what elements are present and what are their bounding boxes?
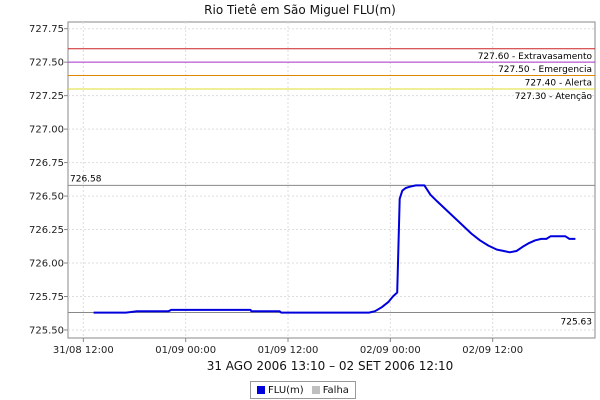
x-tick-label: 02/09 12:00 (462, 345, 523, 356)
chart-subtitle: 31 AGO 2006 13:10 – 02 SET 2006 12:10 (207, 359, 454, 373)
y-tick-label: 726.75 (29, 158, 64, 169)
threshold-label: 727.60 - Extravasamento (478, 52, 593, 62)
legend-swatch-flu (257, 386, 265, 394)
x-tick-label: 01/09 12:00 (258, 345, 319, 356)
legend: FLU(m) Falha (250, 381, 356, 399)
y-tick-label: 725.75 (29, 292, 64, 303)
y-tick-label: 726.50 (29, 192, 64, 203)
legend-label-flu: FLU(m) (268, 384, 304, 396)
grid-layer (68, 22, 595, 338)
x-tick-label: 02/09 00:00 (360, 345, 421, 356)
extreme-label: 725.63 (561, 318, 593, 328)
y-tick-label: 727.50 (29, 58, 64, 69)
x-tick-label: 01/09 00:00 (155, 345, 216, 356)
y-tick-label: 727.00 (29, 125, 64, 136)
series-layer (93, 184, 576, 314)
legend-swatch-falha (311, 386, 320, 394)
x-tick-label: 31/08 12:00 (53, 345, 114, 356)
legend-label-falha: Falha (322, 384, 349, 396)
series-line (93, 184, 576, 314)
y-tick-label: 726.00 (29, 259, 64, 270)
threshold-label: 727.40 - Alerta (525, 79, 592, 89)
y-tick-label: 727.25 (29, 91, 64, 102)
reference-lines: 727.60 - Extravasamento 727.50 - Emergenc… (68, 48, 595, 328)
chart-title: Rio Tietê em São Miguel FLU(m) (204, 3, 396, 17)
threshold-label: 727.30 - Atenção (515, 92, 593, 102)
y-tick-label: 725.50 (29, 325, 64, 336)
plot-area (67, 21, 596, 339)
legend-item-flu: FLU(m) (257, 385, 304, 396)
y-axis: 725.50 725.75 726.00 726.25 726.50 726.75 727.… (29, 24, 68, 336)
threshold-label: 727.50 - Emergencia (498, 65, 592, 75)
y-tick-label: 727.75 (29, 24, 64, 35)
legend-item-falha: Falha (311, 384, 349, 396)
extreme-label: 726.58 (70, 174, 102, 184)
y-tick-label: 726.25 (29, 225, 64, 236)
x-axis: 31/08 12:00 01/09 00:00 01/09 12:00 02/09 0… (53, 338, 523, 356)
